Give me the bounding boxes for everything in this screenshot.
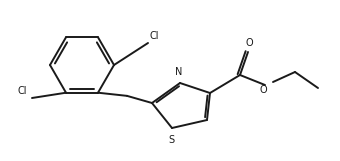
Text: Cl: Cl — [150, 31, 159, 41]
Text: S: S — [168, 135, 174, 145]
Text: Cl: Cl — [18, 86, 28, 96]
Text: O: O — [245, 38, 253, 48]
Text: O: O — [259, 85, 267, 95]
Text: N: N — [175, 67, 183, 77]
